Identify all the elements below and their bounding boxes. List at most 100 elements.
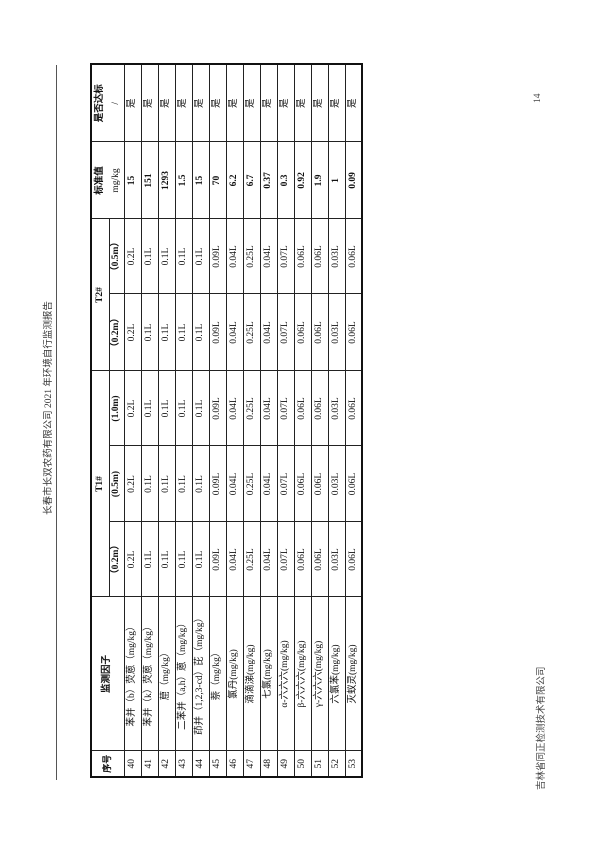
t2-depth-0.5: （0.5m）: [109, 218, 124, 294]
header-divider: [56, 65, 57, 780]
table-row: 53 灭蚁灵(mg/kg) 0.06L 0.06L 0.06L 0.06L 0.06L 0.0…: [345, 63, 362, 777]
cell-std: 1.5: [175, 141, 192, 219]
cell-t1c: 0.07L: [277, 370, 294, 446]
cell-t1b: 0.2L: [124, 446, 141, 522]
cell-t2b: 0.25L: [243, 218, 260, 294]
cell-no: 49: [277, 751, 294, 777]
cell-t2b: 0.1L: [192, 218, 209, 294]
cell-t1c: 0.04L: [260, 370, 277, 446]
cell-no: 41: [141, 751, 158, 777]
cell-no: 48: [260, 751, 277, 777]
cell-t2b: 0.2L: [124, 218, 141, 294]
t1-depth-1.0: (1.0m): [109, 370, 124, 446]
cell-t1a: 0.06L: [311, 522, 328, 597]
cell-t1c: 0.1L: [192, 370, 209, 446]
cell-no: 40: [124, 751, 141, 777]
cell-t1b: 0.1L: [141, 446, 158, 522]
cell-std: 151: [141, 141, 158, 219]
table-row: 49 α-六六六(mg/kg) 0.07L 0.07L 0.07L 0.07L 0.07L 0…: [277, 63, 294, 777]
cell-t1a: 0.04L: [260, 522, 277, 597]
cell-t1b: 0.06L: [345, 446, 362, 522]
cell-t1c: 0.04L: [226, 370, 243, 446]
cell-t1b: 0.07L: [277, 446, 294, 522]
cell-ok: 是: [328, 63, 345, 142]
cell-t2a: 0.07L: [277, 293, 294, 371]
cell-factor: 七氯(mg/kg): [260, 597, 277, 751]
cell-ok: 是: [260, 63, 277, 142]
cell-t2b: 0.1L: [158, 218, 175, 294]
cell-no: 51: [311, 751, 328, 777]
cell-t2b: 0.06L: [294, 218, 311, 294]
cell-t1c: 0.1L: [175, 370, 192, 446]
cell-factor: 灭蚁灵(mg/kg): [345, 597, 362, 751]
table-row: 42 䓛（mg/kg） 0.1L 0.1L 0.1L 0.1L 0.1L 1293 是: [158, 63, 175, 777]
cell-t1c: 0.06L: [345, 370, 362, 446]
cell-t2a: 0.09L: [209, 293, 226, 371]
cell-std: 1.9: [311, 141, 328, 219]
table-row: 45 萘（mg/kg） 0.09L 0.09L 0.09L 0.09L 0.09L 70 是: [209, 63, 226, 777]
col-t2: T2#: [91, 218, 109, 371]
cell-factor: 䓛（mg/kg）: [158, 597, 175, 751]
cell-ok: 是: [277, 63, 294, 142]
cell-factor: β-六六六(mg/kg): [294, 597, 311, 751]
cell-std: 0.09: [345, 141, 362, 219]
cell-t2a: 0.03L: [328, 293, 345, 371]
cell-factor: 氯丹(mg/kg): [226, 597, 243, 751]
cell-t1a: 0.03L: [328, 522, 345, 597]
cell-t2a: 0.1L: [175, 293, 192, 371]
cell-ok: 是: [226, 63, 243, 142]
cell-t2b: 0.09L: [209, 218, 226, 294]
cell-ok: 是: [175, 63, 192, 142]
cell-t1c: 0.2L: [124, 370, 141, 446]
cell-t2a: 0.1L: [141, 293, 158, 371]
cell-t1c: 0.1L: [158, 370, 175, 446]
cell-ok: 是: [311, 63, 328, 142]
cell-t1b: 0.06L: [311, 446, 328, 522]
cell-t1c: 0.03L: [328, 370, 345, 446]
col-factor: 监测因子: [91, 597, 124, 751]
cell-ok: 是: [345, 63, 362, 142]
cell-factor: 苯并（k）荧蒽（mg/kg）: [141, 597, 158, 751]
cell-t1b: 0.04L: [260, 446, 277, 522]
cell-factor: 苯并（b）荧蒽（mg/kg）: [124, 597, 141, 751]
cell-t1c: 0.06L: [311, 370, 328, 446]
cell-t1a: 0.1L: [192, 522, 209, 597]
cell-std: 70: [209, 141, 226, 219]
cell-t1b: 0.1L: [175, 446, 192, 522]
cell-t2a: 0.04L: [226, 293, 243, 371]
cell-no: 44: [192, 751, 209, 777]
cell-t2a: 0.1L: [158, 293, 175, 371]
cell-no: 46: [226, 751, 243, 777]
table-row: 51 γ-六六六(mg/kg) 0.06L 0.06L 0.06L 0.06L 0.06L 1…: [311, 63, 328, 777]
cell-t2b: 0.04L: [260, 218, 277, 294]
cell-factor: 滴滴涕(mg/kg): [243, 597, 260, 751]
cell-t2a: 0.04L: [260, 293, 277, 371]
cell-t2a: 0.06L: [294, 293, 311, 371]
cell-factor: 二苯并（a,h）蒽（mg/kg）: [175, 597, 192, 751]
table-row: 48 七氯(mg/kg) 0.04L 0.04L 0.04L 0.04L 0.04L 0.37…: [260, 63, 277, 777]
cell-std: 6.2: [226, 141, 243, 219]
cell-t1a: 0.07L: [277, 522, 294, 597]
cell-factor: 茚并（1,2,3-cd）芘（mg/kg）: [192, 597, 209, 751]
cell-no: 50: [294, 751, 311, 777]
t1-depth-0.2: （0.2m）: [109, 522, 124, 597]
cell-ok: 是: [192, 63, 209, 142]
monitoring-table: 序号 监测因子 T1# T2# 标准值 是否达标 （0.2m） (0.5m) (…: [90, 62, 363, 778]
cell-std: 0.92: [294, 141, 311, 219]
cell-ok: 是: [294, 63, 311, 142]
cell-t1a: 0.1L: [158, 522, 175, 597]
cell-no: 42: [158, 751, 175, 777]
table-row: 47 滴滴涕(mg/kg) 0.25L 0.25L 0.25L 0.25L 0.25L 6.7…: [243, 63, 260, 777]
cell-no: 47: [243, 751, 260, 777]
footer-company: 吉林省同正检测技术有限公司: [537, 666, 547, 790]
cell-t2a: 0.1L: [192, 293, 209, 371]
compliant-sub: /: [109, 63, 124, 142]
cell-t1c: 0.25L: [243, 370, 260, 446]
cell-std: 6.7: [243, 141, 260, 219]
cell-t1c: 0.09L: [209, 370, 226, 446]
cell-std: 15: [124, 141, 141, 219]
cell-t1b: 0.04L: [226, 446, 243, 522]
cell-t1a: 0.04L: [226, 522, 243, 597]
cell-t2a: 0.2L: [124, 293, 141, 371]
